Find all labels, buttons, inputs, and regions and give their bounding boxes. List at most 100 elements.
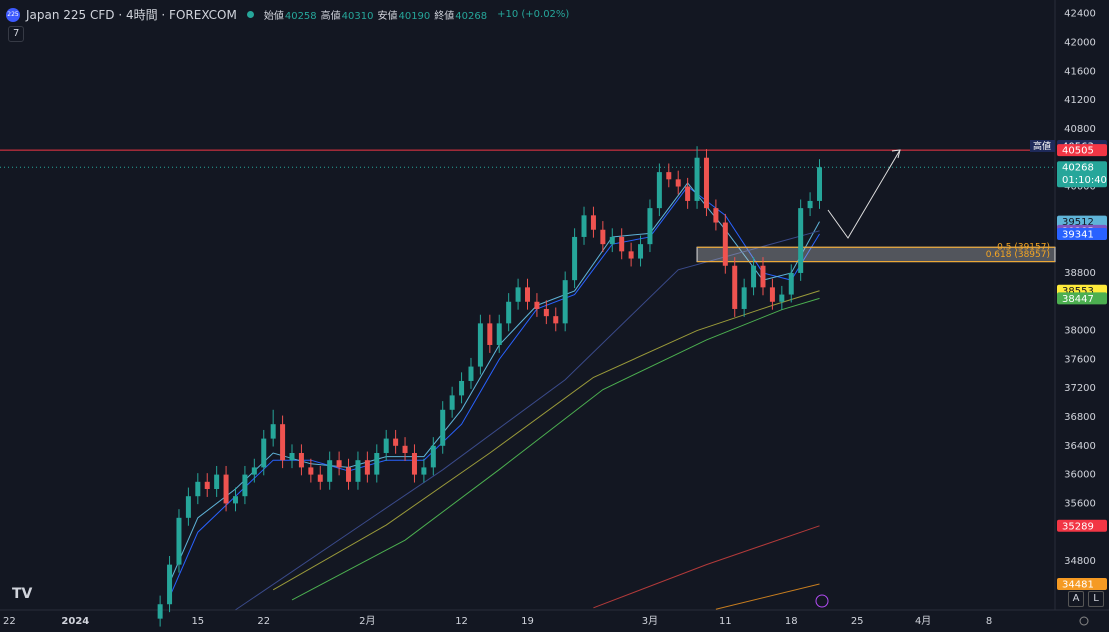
candle-body bbox=[751, 265, 757, 288]
candle-body bbox=[374, 452, 380, 475]
x-tick-label: 2月 bbox=[359, 615, 375, 627]
price-tag-value: 38553 bbox=[1062, 286, 1094, 297]
candle-body bbox=[468, 366, 474, 381]
candle-body bbox=[600, 229, 606, 245]
y-tick-label: 38000 bbox=[1064, 326, 1096, 337]
y-tick-label: 36400 bbox=[1064, 441, 1096, 452]
replay-icon[interactable] bbox=[815, 594, 829, 608]
candle-body bbox=[713, 208, 719, 223]
candle-body bbox=[280, 424, 286, 461]
ohlc-value: 40258 bbox=[284, 11, 317, 22]
candle-body bbox=[261, 438, 267, 468]
candle-body bbox=[327, 460, 333, 482]
change: +10 (+0.02%) bbox=[497, 9, 570, 20]
candle-body bbox=[411, 452, 417, 475]
price-tag-value: 39512 bbox=[1062, 217, 1094, 228]
candle-body bbox=[703, 157, 709, 209]
ohlc-value: 40310 bbox=[341, 11, 374, 22]
plot: 0.5 (39157)0.618 (38957) bbox=[0, 146, 1056, 627]
price-tag-value: 40268 bbox=[1062, 163, 1094, 174]
candle-body bbox=[581, 215, 587, 237]
x-tick-label: 12 bbox=[455, 616, 468, 627]
y-tick-label: 37200 bbox=[1064, 383, 1096, 394]
price-tag-value: 38447 bbox=[1062, 294, 1094, 305]
candle-body bbox=[298, 452, 304, 468]
y-tick-label: 41200 bbox=[1064, 95, 1096, 106]
ohlc-value: 40268 bbox=[455, 11, 488, 22]
x-tick-label: 18 bbox=[785, 616, 798, 627]
y-tick-label: 42400 bbox=[1064, 9, 1096, 20]
candle-body bbox=[477, 323, 483, 367]
candle-body bbox=[449, 395, 455, 410]
ohlc-value: 40190 bbox=[398, 11, 431, 22]
price-tag bbox=[1057, 519, 1107, 532]
candle-body bbox=[817, 167, 823, 201]
candle-body bbox=[496, 323, 502, 345]
candle-body bbox=[779, 294, 785, 302]
x-tick-label: 22 bbox=[257, 616, 270, 627]
price-tag bbox=[1057, 292, 1107, 305]
candle-body bbox=[317, 474, 323, 482]
auto-scale-button[interactable]: A bbox=[1068, 591, 1084, 607]
candle-body bbox=[647, 208, 653, 245]
candle-body bbox=[270, 424, 276, 439]
candle-body bbox=[590, 215, 596, 230]
candle-body bbox=[685, 186, 691, 201]
candle-body bbox=[769, 287, 775, 302]
candle-body bbox=[534, 301, 540, 309]
log-scale-button[interactable]: L bbox=[1088, 591, 1104, 607]
candle-body bbox=[609, 236, 615, 245]
y-tick-label: 41600 bbox=[1064, 66, 1096, 77]
candle-body bbox=[440, 409, 446, 446]
candle-body bbox=[176, 517, 182, 565]
price-tag-label-box bbox=[1030, 139, 1055, 152]
price-tag-value: 35289 bbox=[1062, 521, 1094, 532]
candle-body bbox=[562, 280, 568, 324]
ohlc-label: 終値 bbox=[434, 11, 455, 22]
forecast-arrow bbox=[827, 149, 901, 239]
candle-body bbox=[157, 604, 163, 619]
candle-body bbox=[788, 272, 794, 295]
price-tag bbox=[1057, 227, 1107, 240]
candle-body bbox=[430, 445, 436, 468]
ohlc-label: 始値 bbox=[263, 11, 284, 22]
price-tag bbox=[1057, 161, 1107, 188]
moving-average bbox=[715, 583, 820, 610]
y-tick-label: 36800 bbox=[1064, 412, 1096, 423]
candle-body bbox=[666, 172, 672, 180]
candle-body bbox=[336, 460, 342, 468]
header: 225 Japan 225 CFD · 4時間 · FOREXCOM 始値402… bbox=[6, 6, 569, 23]
ohlc-legend: 始値40258 高値40310 安値40190 終値40268 bbox=[264, 7, 491, 22]
candle-body bbox=[167, 564, 173, 605]
candle-body bbox=[308, 467, 314, 475]
candle-body bbox=[242, 474, 248, 497]
y-tick-label: 36000 bbox=[1064, 470, 1096, 481]
indicator-toggle[interactable]: 7 bbox=[8, 26, 25, 42]
candle-body bbox=[232, 496, 238, 504]
candle-body bbox=[732, 265, 738, 309]
candle-body bbox=[628, 251, 634, 259]
y-tick-label: 34800 bbox=[1064, 556, 1096, 567]
x-tick-label: 25 bbox=[851, 616, 864, 627]
y-tick-label: 40800 bbox=[1064, 124, 1096, 135]
candle-body bbox=[487, 323, 493, 345]
price-tag bbox=[1057, 144, 1107, 157]
price-tag bbox=[1057, 578, 1107, 591]
arrow-head bbox=[891, 149, 901, 159]
tv-logo: TV bbox=[12, 586, 33, 602]
x-tick-label: 2024 bbox=[61, 616, 89, 627]
price-tag-value: 34481 bbox=[1062, 580, 1094, 591]
candle-body bbox=[515, 287, 521, 302]
y-tick-label: 37600 bbox=[1064, 354, 1096, 365]
candle-body bbox=[656, 172, 662, 209]
settings-icon[interactable] bbox=[1079, 616, 1089, 626]
fib-label: 0.618 (38957) bbox=[986, 250, 1050, 260]
candle-body bbox=[185, 496, 191, 518]
symbol-title: Japan 225 CFD · 4時間 · FOREXCOM bbox=[26, 8, 237, 22]
symbol-logo: 225 bbox=[6, 7, 20, 22]
x-tick-label: 8 bbox=[986, 616, 992, 627]
x-tick-label: 4月 bbox=[915, 615, 931, 627]
